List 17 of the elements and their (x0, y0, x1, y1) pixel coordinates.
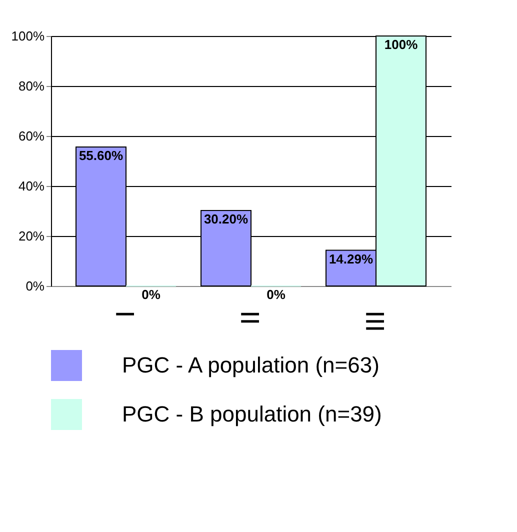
data-label: 0% (142, 287, 161, 302)
data-label: 0% (266, 287, 286, 302)
x-tick-label: II (235, 310, 265, 325)
x-tick-label: III (360, 310, 390, 332)
data-label: 30.20% (204, 212, 248, 226)
y-tick-label: 0% (26, 278, 45, 294)
y-tick-label: 100% (11, 28, 45, 44)
y-tick-label: 80% (18, 78, 45, 94)
y-tick-label: 60% (18, 128, 45, 144)
data-label: 55.60% (78, 148, 124, 163)
data-label: 14.29% (328, 251, 374, 266)
legend-label: PGC - B population (n=39) (122, 402, 382, 426)
y-tick-label: 20% (18, 228, 45, 244)
data-label: 100% (384, 37, 418, 52)
y-tick-label: 40% (18, 178, 45, 194)
x-tick-label: I (110, 310, 140, 318)
legend-label: PGC - A population (n=63) (122, 352, 380, 378)
